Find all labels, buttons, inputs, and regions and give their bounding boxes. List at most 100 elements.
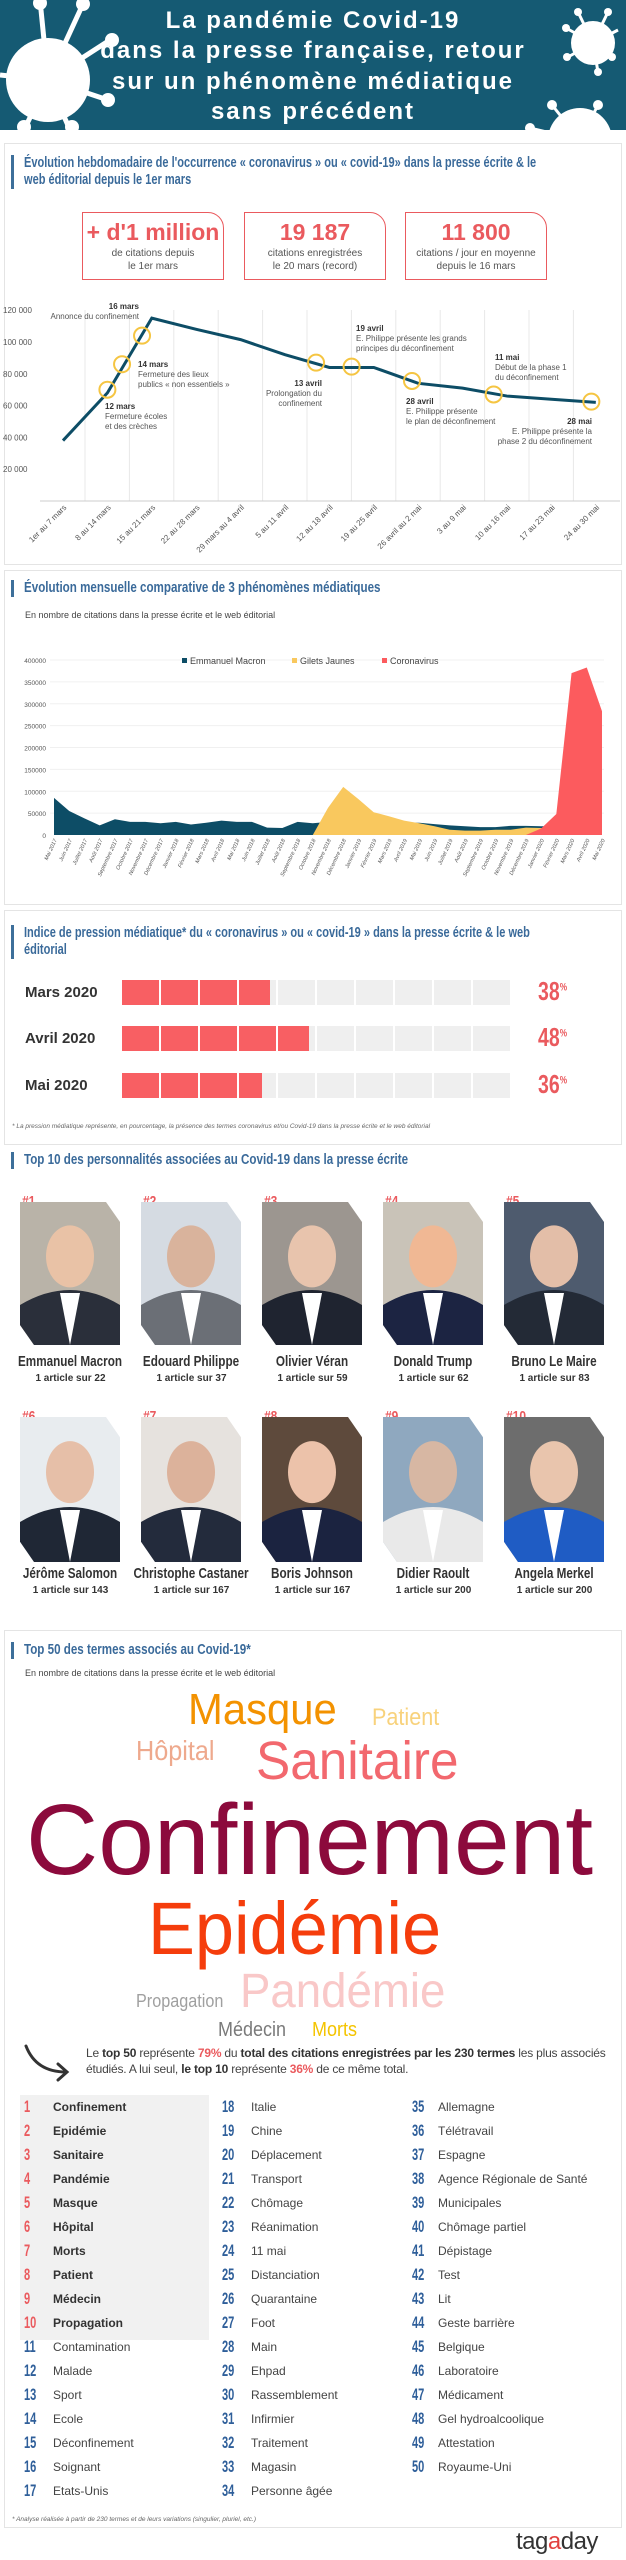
term-item: 19 Chine — [222, 2119, 412, 2143]
term-label: Morts — [53, 2244, 86, 2258]
stat-text: depuis le 16 mars — [436, 261, 516, 272]
term-item: 20 Déplacement — [222, 2143, 412, 2167]
person-silhouette-icon — [141, 1225, 241, 1345]
term-rank: 11 — [24, 2337, 36, 2356]
term-item: 2 Epidémie — [24, 2119, 214, 2143]
person-article-count: 1 article sur 62 — [398, 1373, 469, 1384]
x-tick-label: 8 au 14 mars — [73, 503, 112, 542]
term-rank: 30 — [222, 2385, 235, 2404]
top-terms-summary: Le top 50 représente 79% du total des ci… — [86, 2045, 616, 2077]
term-item: 39 Municipales — [412, 2191, 602, 2215]
term-item: 23 Réanimation — [222, 2215, 412, 2239]
term-label: Ecole — [53, 2412, 84, 2426]
term-label: Espagne — [438, 2148, 486, 2162]
x-tick-label: Mai 2020 — [592, 837, 607, 861]
annotation-date: 28 mai — [567, 417, 592, 426]
term-label: Quarantaine — [251, 2292, 318, 2306]
stat-text: le 1er mars — [127, 261, 178, 272]
x-tick-label: Juin 2018 — [241, 837, 257, 863]
y-tick-label: 0 — [42, 833, 46, 840]
chart-annotation: 19 avril E. Philippe présente les grands p… — [356, 324, 467, 354]
term-rank: 27 — [222, 2313, 235, 2332]
term-label: Masque — [53, 2196, 98, 2210]
term-item: 44 Geste barrière — [412, 2311, 602, 2335]
annotation-text: Début de la phase 1 — [495, 363, 567, 372]
term-label: Déconfinement — [53, 2436, 134, 2450]
term-rank: 34 — [222, 2481, 235, 2500]
term-label: Foot — [251, 2316, 276, 2330]
term-label: Transport — [251, 2172, 302, 2186]
header-banner: La pandémie Covid-19 dans la presse fran… — [0, 0, 626, 130]
y-tick-label: 350000 — [24, 680, 46, 687]
term-rank: 17 — [24, 2481, 37, 2500]
person-name: Angela Merkel — [514, 1565, 594, 1582]
y-tick-label: 150000 — [24, 767, 46, 774]
section-title: Indice de pression médiatique* du « coro… — [11, 925, 611, 959]
term-rank: 38 — [412, 2169, 425, 2188]
term-label: Allemagne — [438, 2100, 495, 2114]
main-title-line: sans précédent — [210, 98, 416, 125]
term-rank: 14 — [24, 2409, 37, 2428]
person-name: Bruno Le Maire — [511, 1353, 597, 1370]
x-tick-label: Mars 2018 — [195, 837, 212, 864]
term-item: 8 Patient — [24, 2263, 214, 2287]
cloud-word: Pandémie — [240, 1965, 446, 2018]
cloud-word: Confinement — [26, 1784, 593, 1896]
term-item: 22 Chômage — [222, 2191, 412, 2215]
person-name: Edouard Philippe — [142, 1353, 240, 1370]
person-silhouette-icon — [20, 1225, 120, 1345]
term-label: Chine — [251, 2124, 283, 2138]
section-title: Évolution hebdomadaire de l'occurrence «… — [11, 155, 611, 189]
person-article-count: 1 article sur 83 — [519, 1373, 590, 1384]
x-tick-label: Mai 2017 — [44, 837, 59, 861]
term-item: 47 Médicament — [412, 2383, 602, 2407]
pressure-percent: 38% — [538, 976, 567, 1007]
x-tick-label: Août 2019 — [453, 838, 469, 864]
summary-segment: le top 10 — [181, 2062, 229, 2076]
pressure-label: Avril 2020 — [25, 1030, 96, 1047]
person-photo — [20, 1202, 120, 1345]
term-item: 38 Agence Régionale de Santé — [412, 2167, 602, 2191]
stat-value: 11 800 — [441, 219, 511, 245]
chart-annotation: 28 avril E. Philippe présente le plan de d… — [406, 397, 495, 427]
x-tick-label: Février 2018 — [177, 837, 196, 868]
term-label: Médecin — [53, 2292, 102, 2306]
term-rank: 35 — [412, 2097, 425, 2116]
term-label: Belgique — [438, 2340, 485, 2354]
term-item: 40 Chômage partiel — [412, 2215, 602, 2239]
person-silhouette-icon — [141, 1441, 241, 1562]
term-item: 15 Déconfinement — [24, 2431, 214, 2455]
weekly-evolution-card — [4, 143, 622, 565]
cloud-word: Hôpital — [136, 1735, 215, 1766]
term-rank: 37 — [412, 2145, 425, 2164]
annotation-date: 11 mai — [495, 353, 520, 362]
percent-value: 36 — [538, 1069, 560, 1099]
term-rank: 10 — [24, 2313, 37, 2332]
term-rank: 22 — [222, 2193, 235, 2212]
y-tick-label: 300000 — [24, 702, 46, 709]
term-item: 41 Dépistage — [412, 2239, 602, 2263]
section-title-line: Indice de pression médiatique* du « coro… — [24, 925, 530, 941]
legend-label: Emmanuel Macron — [190, 656, 266, 666]
pressure-label: Mars 2020 — [25, 984, 98, 1001]
x-tick-label: Juillet 2017 — [72, 837, 90, 867]
annotation-text: et des crèches — [105, 422, 158, 431]
annotation-text: le plan de déconfinement — [406, 417, 496, 426]
x-tick-label: Avril 2020 — [575, 837, 592, 863]
term-rank: 41 — [412, 2241, 425, 2260]
term-label: Geste barrière — [438, 2316, 515, 2330]
term-item: 35 Allemagne — [412, 2095, 602, 2119]
stat-value: 19 187 — [279, 219, 351, 245]
section-title: Évolution mensuelle comparative de 3 phé… — [11, 580, 611, 597]
x-tick-label: Mars 2020 — [560, 837, 577, 864]
term-rank: 46 — [412, 2361, 425, 2380]
section-title-line: Évolution hebdomadaire de l'occurrence «… — [24, 155, 537, 171]
cloud-word: Masque — [188, 1685, 337, 1734]
term-rank: 18 — [222, 2097, 235, 2116]
term-item: 3 Sanitaire — [24, 2143, 214, 2167]
term-label: Laboratoire — [438, 2364, 499, 2378]
section-subtitle: En nombre de citations dans la presse éc… — [25, 1668, 276, 1678]
term-rank: 28 — [222, 2337, 235, 2356]
event-marker — [342, 357, 361, 376]
y-tick-label: 120 000 — [3, 306, 32, 315]
